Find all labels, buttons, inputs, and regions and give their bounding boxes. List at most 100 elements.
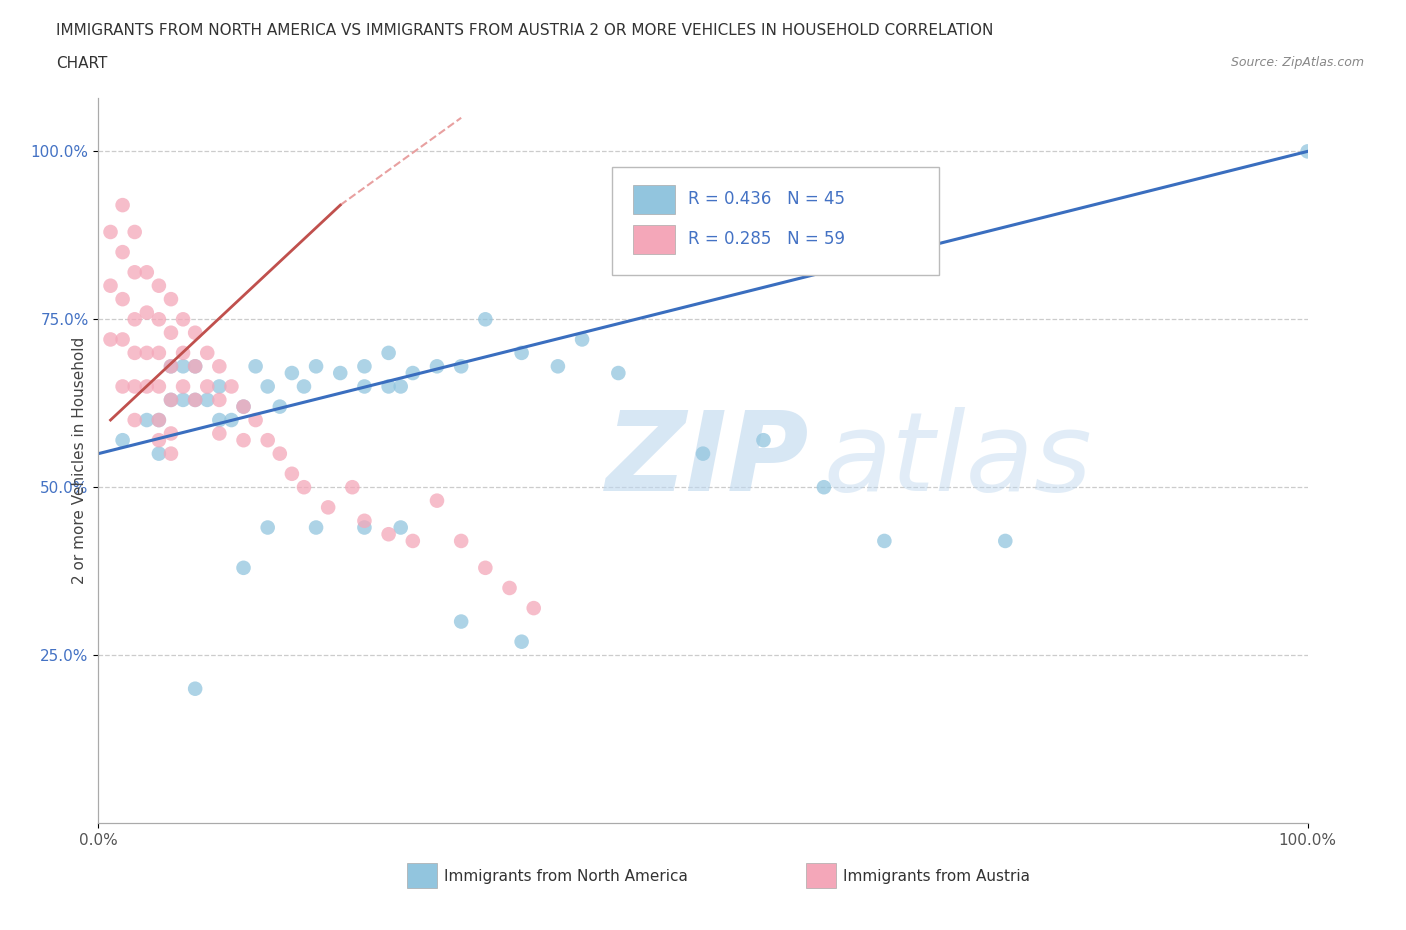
Point (148, 345, 170, 360)
Point (813, 480, 835, 495)
Point (377, 379, 399, 394)
Point (160, 446, 183, 461)
Point (195, 379, 218, 394)
Point (184, 359, 207, 374)
Point (111, 198, 134, 213)
Point (172, 392, 194, 407)
Point (208, 413, 231, 428)
Point (692, 446, 714, 461)
Point (124, 265, 146, 280)
Point (353, 513, 375, 528)
Point (148, 413, 170, 428)
Point (245, 413, 267, 428)
Point (353, 379, 375, 394)
Point (160, 359, 183, 374)
Point (111, 332, 134, 347)
Point (305, 359, 328, 374)
Point (305, 520, 328, 535)
Point (342, 480, 364, 495)
Point (402, 365, 425, 380)
Bar (633, 185, 675, 214)
Point (269, 446, 291, 461)
Point (160, 392, 183, 407)
Text: Immigrants from North America: Immigrants from North America (444, 869, 688, 883)
Point (208, 359, 231, 374)
Point (450, 534, 472, 549)
Point (135, 413, 157, 428)
Point (135, 345, 157, 360)
Point (160, 426, 183, 441)
Point (124, 345, 146, 360)
Point (172, 345, 194, 360)
Point (184, 682, 207, 697)
Y-axis label: 2 or more Vehicles in Household: 2 or more Vehicles in Household (72, 337, 87, 584)
Point (111, 292, 134, 307)
Point (135, 305, 157, 320)
Point (873, 534, 896, 549)
Point (450, 359, 472, 374)
Point (148, 379, 170, 394)
Point (547, 359, 569, 374)
Point (111, 432, 134, 447)
Point (172, 359, 194, 374)
Text: IMMIGRANTS FROM NORTH AMERICA VS IMMIGRANTS FROM AUSTRIA 2 OR MORE VEHICLES IN H: IMMIGRANTS FROM NORTH AMERICA VS IMMIGRA… (56, 23, 994, 38)
Point (256, 379, 278, 394)
Point (135, 379, 157, 394)
Point (316, 500, 339, 515)
Point (450, 614, 472, 629)
Point (195, 345, 218, 360)
Point (256, 520, 278, 535)
Point (100, 278, 122, 293)
Text: CHART: CHART (56, 56, 108, 71)
Point (1296, 144, 1319, 159)
Point (148, 312, 170, 326)
Point (232, 399, 254, 414)
Point (353, 520, 375, 535)
Point (510, 634, 533, 649)
Point (100, 332, 122, 347)
Point (184, 326, 207, 340)
Point (256, 432, 278, 447)
Point (292, 379, 315, 394)
Point (221, 413, 243, 428)
Point (377, 526, 399, 541)
Point (269, 399, 291, 414)
Point (148, 432, 170, 447)
Point (245, 359, 267, 374)
Point (607, 365, 630, 380)
Point (148, 413, 170, 428)
Point (208, 392, 231, 407)
Point (353, 359, 375, 374)
Point (994, 534, 1017, 549)
Point (172, 379, 194, 394)
Point (232, 561, 254, 576)
Point (111, 245, 134, 259)
Point (160, 359, 183, 374)
Bar (806, 863, 837, 888)
Point (148, 278, 170, 293)
Point (124, 413, 146, 428)
Point (329, 365, 352, 380)
Point (184, 392, 207, 407)
Text: Immigrants from Austria: Immigrants from Austria (844, 869, 1031, 883)
Point (510, 345, 533, 360)
Point (124, 379, 146, 394)
Point (160, 326, 183, 340)
Point (221, 379, 243, 394)
Point (148, 446, 170, 461)
Point (172, 312, 194, 326)
Point (160, 392, 183, 407)
Point (523, 601, 546, 616)
Point (389, 520, 412, 535)
Text: R = 0.285   N = 59: R = 0.285 N = 59 (689, 230, 845, 248)
Point (402, 534, 425, 549)
Point (124, 224, 146, 239)
Point (474, 561, 496, 576)
Point (208, 379, 231, 394)
Point (160, 292, 183, 307)
Point (184, 359, 207, 374)
Point (184, 392, 207, 407)
Point (281, 365, 304, 380)
Point (292, 480, 315, 495)
Point (474, 312, 496, 326)
